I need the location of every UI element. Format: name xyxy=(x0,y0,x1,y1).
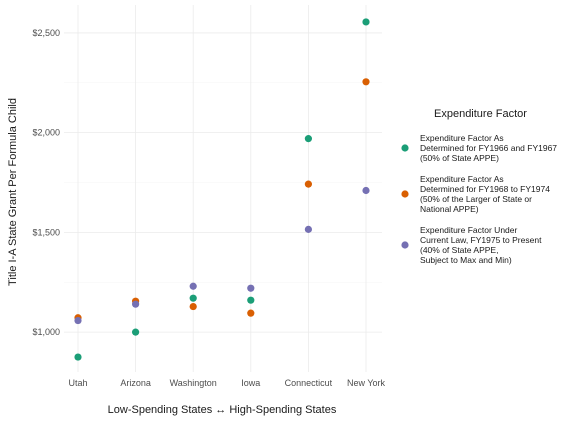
y-tick-labels: $1,000 $1,500 $2,000 $2,500 xyxy=(32,28,60,337)
x-tick-label: Iowa xyxy=(241,378,260,388)
data-point xyxy=(247,284,255,292)
legend-label: Expenditure Factor As Determined for FY19… xyxy=(420,174,550,214)
x-tick-label: Utah xyxy=(68,378,87,388)
data-point xyxy=(304,180,312,188)
x-tick-labels: Utah Arizona Washington Iowa Connecticut New … xyxy=(68,378,385,388)
y-tick-label: $1,500 xyxy=(32,227,60,237)
x-tick-label: Washington xyxy=(170,378,217,388)
data-points xyxy=(74,18,370,361)
data-point xyxy=(247,309,255,317)
x-tick-label: Arizona xyxy=(120,378,151,388)
data-point xyxy=(304,135,312,143)
legend-key xyxy=(401,241,409,249)
data-point xyxy=(132,300,140,308)
data-point xyxy=(74,353,82,361)
legend-key xyxy=(401,144,409,152)
data-point xyxy=(132,328,140,336)
x-tick-label: New York xyxy=(347,378,386,388)
grid-lines xyxy=(64,5,382,372)
y-tick-label: $2,000 xyxy=(32,128,60,138)
x-axis-title: Low-Spending States ↔ High-Spending Stat… xyxy=(108,404,337,416)
legend-key xyxy=(401,190,409,198)
legend-title: Expenditure Factor xyxy=(434,108,527,120)
y-axis-title: Title I-A State Grant Per Formula Child xyxy=(7,98,19,286)
x-tick-label: Connecticut xyxy=(285,378,333,388)
data-point xyxy=(74,316,82,325)
data-point xyxy=(362,18,370,26)
data-point xyxy=(304,225,312,233)
legend-label: Expenditure Factor As Determined for FY19… xyxy=(420,133,557,163)
data-point xyxy=(362,186,370,195)
y-tick-label: $2,500 xyxy=(32,28,60,38)
y-tick-label: $1,000 xyxy=(32,327,60,337)
data-point xyxy=(189,294,197,302)
legend: Expenditure Factor Expenditure Factor As… xyxy=(401,108,557,265)
data-point xyxy=(189,282,197,290)
legend-label: Expenditure Factor Under Current Law, FY1… xyxy=(420,225,542,265)
data-point xyxy=(362,78,370,86)
data-point xyxy=(247,296,255,304)
data-point xyxy=(189,302,197,311)
